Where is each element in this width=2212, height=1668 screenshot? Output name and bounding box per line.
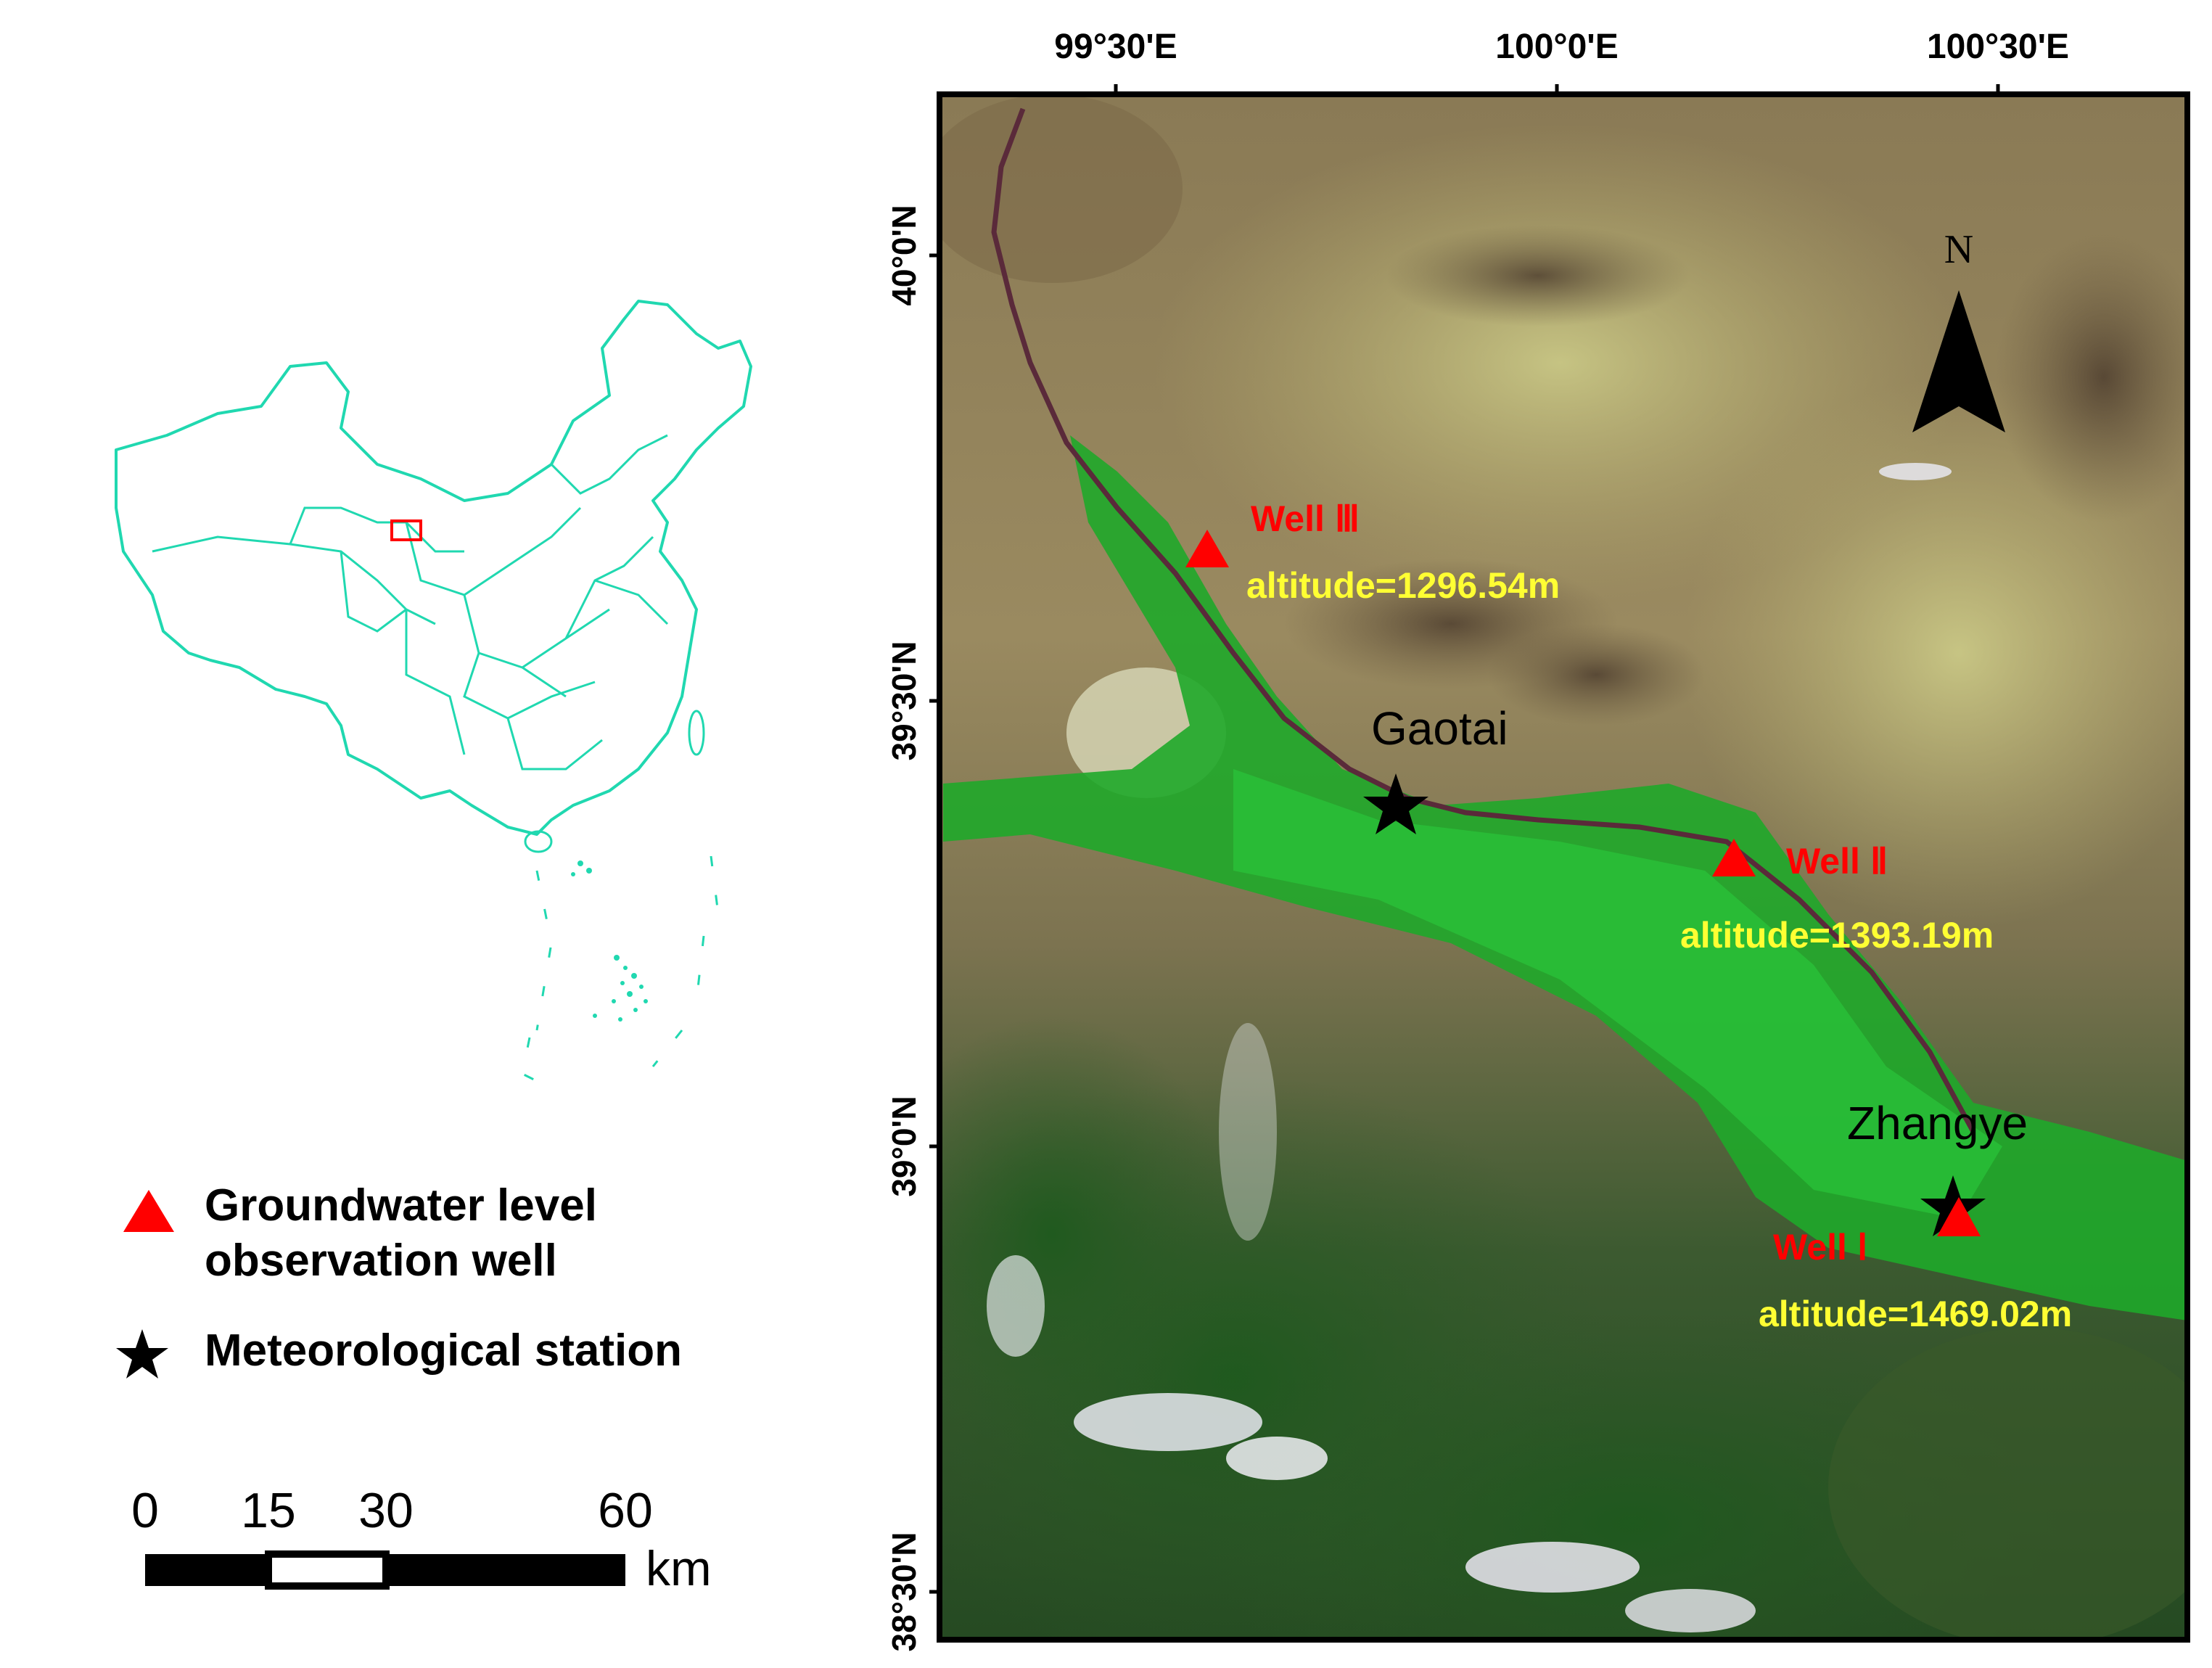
well-3: Well Ⅲ altitude=1296.54m xyxy=(1185,498,1560,606)
star-icon xyxy=(116,1329,168,1379)
scale-segment-1 xyxy=(145,1554,268,1586)
scale-tick-30: 30 xyxy=(358,1483,414,1538)
scale-tick-15: 15 xyxy=(241,1483,296,1538)
map-frame xyxy=(937,91,2190,1643)
legend: Groundwater level observation well Meteo… xyxy=(116,1180,682,1379)
well-2-label: Well Ⅱ xyxy=(1786,841,1888,882)
satellite-map xyxy=(940,94,2187,1640)
south-china-sea-islands xyxy=(571,860,648,1022)
scale-unit: km xyxy=(646,1541,712,1596)
scale-bar: 0 15 30 60 km xyxy=(131,1483,712,1596)
taiwan-island xyxy=(688,710,705,756)
province-lines xyxy=(152,434,669,771)
china-outline xyxy=(115,300,752,836)
gaotai-star-icon xyxy=(1363,773,1428,834)
graticule-ticks xyxy=(929,84,2000,1594)
legend-station-label: Meteorological station xyxy=(205,1326,682,1376)
lat-label-39-30: 39°30'N xyxy=(885,641,923,761)
well-2-marker xyxy=(1712,839,1756,876)
inset-china-map xyxy=(115,300,752,1090)
well-1-altitude: altitude=1469.02m xyxy=(1759,1294,2072,1334)
legend-well-label-line1: Groundwater level xyxy=(205,1180,597,1231)
well-1-label: Well Ⅰ xyxy=(1773,1227,1868,1268)
well-3-altitude: altitude=1296.54m xyxy=(1246,565,1560,606)
well-3-label: Well Ⅲ xyxy=(1251,498,1360,539)
lon-label-100-30: 100°30'E xyxy=(1927,28,2069,66)
scale-tick-0: 0 xyxy=(131,1483,159,1538)
scale-segment-2 xyxy=(265,1550,390,1590)
zhangye-star-icon xyxy=(1920,1175,1986,1236)
scale-tick-60: 60 xyxy=(598,1483,653,1538)
study-area-box xyxy=(390,519,422,541)
well-3-marker xyxy=(1185,530,1229,567)
scale-segment-3 xyxy=(386,1554,625,1586)
south-china-sea-dashes xyxy=(521,855,720,1090)
lon-label-99-30: 99°30'E xyxy=(1054,28,1177,66)
triangle-icon xyxy=(123,1190,174,1232)
well-2: Well Ⅱ altitude=1393.19m xyxy=(1680,839,1994,956)
gaotai-label: Gaotai xyxy=(1371,702,1508,755)
lat-label-40-0: 40°0'N xyxy=(885,205,923,305)
well-1: Well Ⅰ altitude=1469.02m xyxy=(1759,1197,2072,1334)
north-arrow-icon xyxy=(1912,290,2005,432)
well-1-marker xyxy=(1937,1197,1981,1236)
zhangye-label: Zhangye xyxy=(1847,1097,2028,1149)
north-label: N xyxy=(1944,227,1973,272)
north-arrow: N xyxy=(1912,227,2005,432)
lon-label-100-0: 100°0'E xyxy=(1495,28,1618,66)
lat-label-38-30: 38°30'N xyxy=(885,1532,923,1652)
hainan-island xyxy=(524,830,553,853)
gaotai-station: Gaotai xyxy=(1363,702,1508,834)
heihe-river xyxy=(991,107,1976,1133)
legend-well-label-line2: observation well xyxy=(205,1236,557,1286)
well-2-altitude: altitude=1393.19m xyxy=(1680,915,1994,956)
zhangye-station: Zhangye xyxy=(1847,1097,2028,1236)
lat-label-39-0: 39°0'N xyxy=(885,1096,923,1196)
